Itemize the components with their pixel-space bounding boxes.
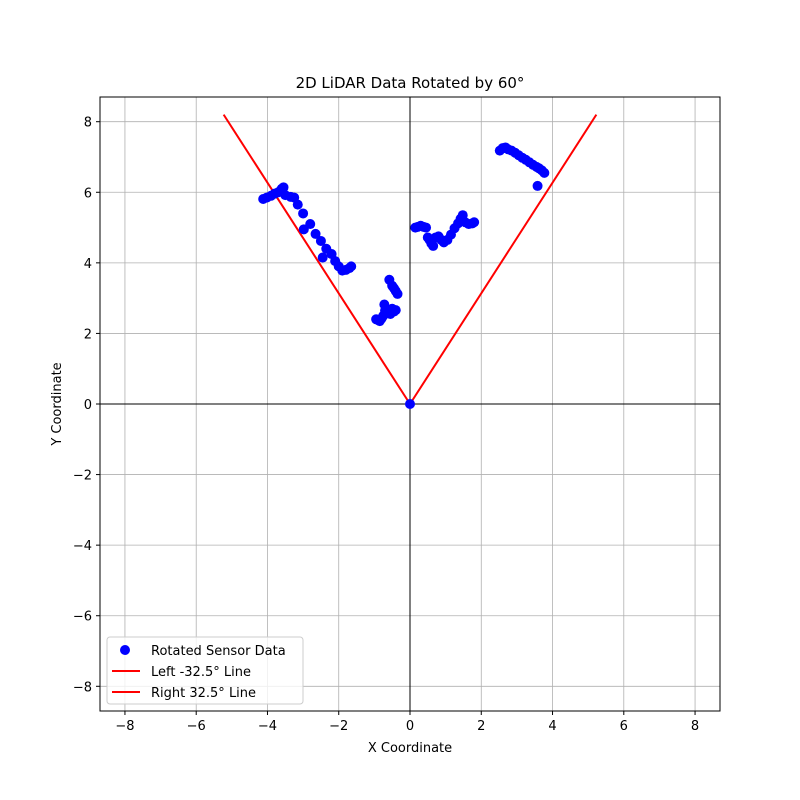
scatter-points (258, 142, 550, 409)
x-tick-label: 4 (548, 719, 556, 734)
data-point (315, 235, 326, 246)
data-point (292, 199, 303, 210)
chart-title: 2D LiDAR Data Rotated by 60° (296, 74, 525, 92)
data-point (346, 261, 357, 272)
legend-label-right-line: Right 32.5° Line (151, 686, 256, 701)
data-point (469, 217, 480, 228)
y-tick-label: −8 (73, 680, 92, 695)
y-tick-label: 2 (84, 327, 92, 342)
legend-box (106, 636, 304, 705)
data-point (532, 180, 543, 191)
x-axis-label: X Coordinate (368, 741, 452, 756)
x-tick-label: 0 (406, 719, 414, 734)
axis-ticks: −8 −6 −4 −2 0 2 4 6 8 −8 −6 −4 −2 0 2 4 6 8 (73, 116, 699, 734)
y-tick-label: 6 (84, 186, 92, 201)
x-tick-label: −2 (329, 719, 348, 734)
data-point (392, 288, 403, 299)
x-tick-label: 8 (691, 719, 699, 734)
reference-lines (222, 114, 598, 405)
legend-label-left-line: Left -32.5° Line (151, 665, 251, 680)
legend: Rotated Sensor Data Left -32.5° Line Rig… (106, 636, 304, 705)
x-tick-label: −6 (187, 719, 206, 734)
data-point (278, 182, 289, 193)
x-tick-label: −8 (115, 719, 134, 734)
y-tick-label: −6 (73, 610, 92, 625)
x-tick-label: 2 (477, 719, 485, 734)
y-tick-label: 8 (84, 116, 92, 131)
data-point (405, 399, 415, 409)
x-tick-label: 6 (620, 719, 628, 734)
y-axis-label: Y Coordinate (50, 362, 65, 446)
data-point (428, 240, 439, 251)
legend-marker-sensor-data (120, 645, 130, 655)
data-point (310, 228, 321, 239)
y-tick-label: 4 (84, 257, 92, 272)
y-tick-label: 0 (84, 398, 92, 413)
data-point (539, 167, 550, 178)
y-tick-label: −2 (73, 469, 92, 484)
right-boundary-line (409, 114, 598, 405)
y-tick-label: −4 (73, 539, 92, 554)
data-point (317, 252, 328, 263)
data-point (390, 305, 401, 316)
legend-label-sensor-data: Rotated Sensor Data (151, 644, 286, 659)
x-tick-label: −4 (258, 719, 277, 734)
left-boundary-line (222, 114, 411, 405)
data-point (305, 219, 316, 230)
data-point (298, 208, 309, 219)
data-point (421, 222, 432, 233)
